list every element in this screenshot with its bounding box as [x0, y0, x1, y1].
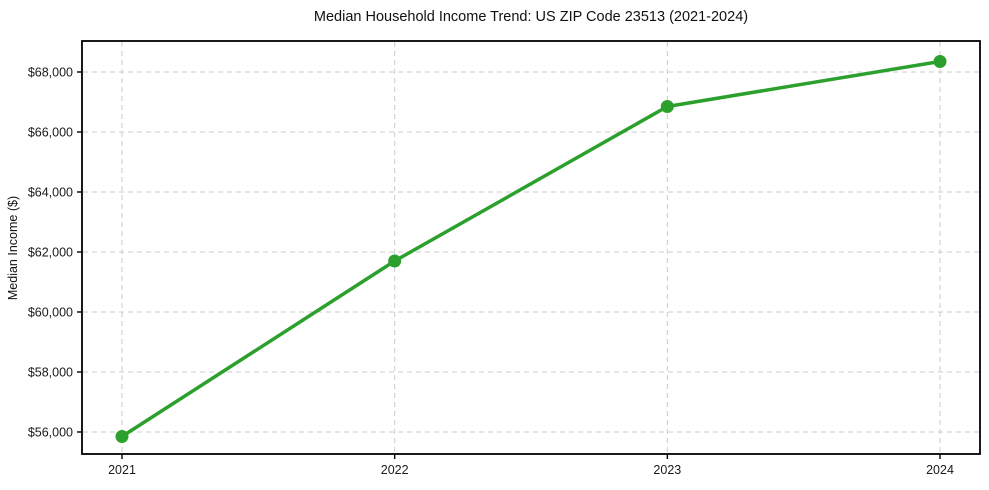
y-tick-label: $62,000 — [28, 245, 73, 259]
y-tick-label: $58,000 — [28, 365, 73, 379]
x-tick-label: 2022 — [381, 463, 409, 477]
chart-title: Median Household Income Trend: US ZIP Co… — [314, 9, 748, 25]
y-tick-label: $64,000 — [28, 185, 73, 199]
data-point-2024 — [933, 54, 947, 68]
x-tick-label: 2021 — [108, 463, 136, 477]
y-tick-label: $56,000 — [28, 425, 73, 439]
y-axis-label: Median Income ($) — [6, 196, 20, 300]
y-tick-label: $68,000 — [28, 65, 73, 79]
data-point-2023 — [660, 99, 674, 113]
y-tick-label: $60,000 — [28, 305, 73, 319]
data-point-2021 — [115, 429, 129, 443]
data-point-2022 — [388, 254, 402, 268]
plot-border — [81, 40, 981, 455]
y-tick-label: $66,000 — [28, 125, 73, 139]
plot-area: $56,000 $58,000 $60,000 $62,000 $64,000 $66,0… — [28, 40, 981, 477]
data-line — [120, 59, 942, 439]
x-tick-label: 2023 — [653, 463, 681, 477]
x-tick-label: 2024 — [926, 463, 954, 477]
